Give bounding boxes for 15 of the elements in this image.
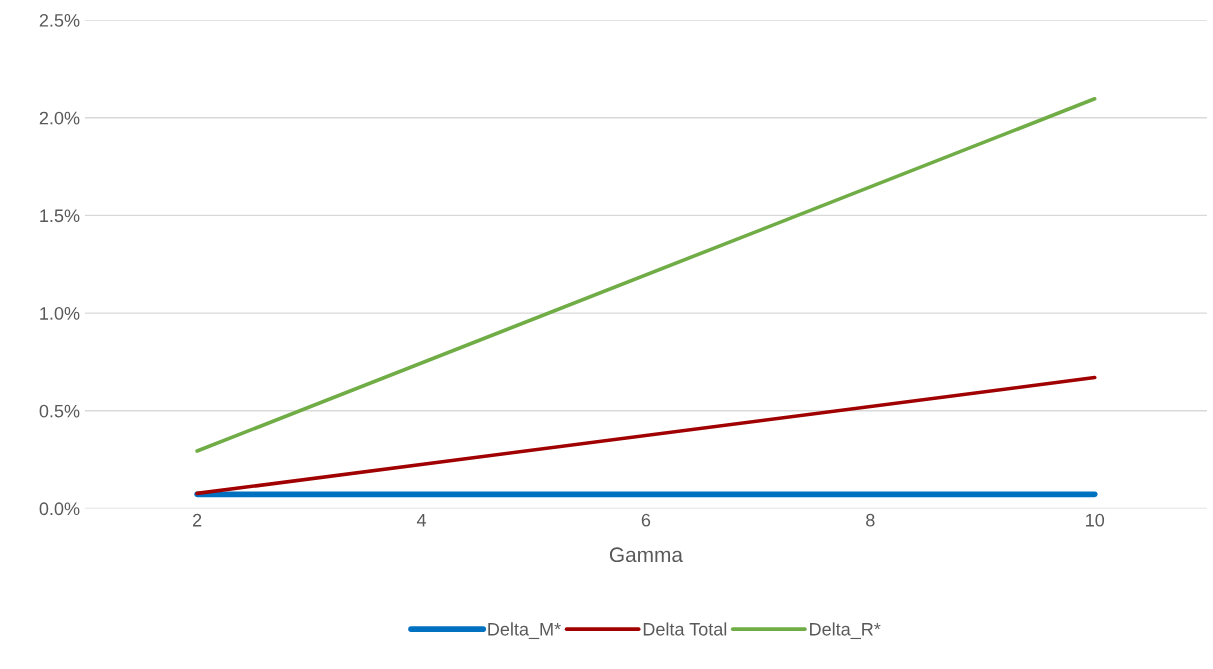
x-tick-label: 2 [193,513,202,527]
x-tick-label: 8 [866,513,875,527]
x-tick-label: 10 [1086,513,1105,527]
y-tick-label: 2.5% [39,14,80,27]
legend-label: Delta_M* [488,622,561,640]
y-tick-label: 1.5% [40,209,80,223]
y-tick-label: 0.5% [39,404,80,418]
x-tick-label: 6 [641,513,651,527]
x-axis-title: Gamma [609,547,683,563]
x-tick-label: 4 [416,513,427,527]
legend-label: Delta Total [643,622,727,636]
y-tick-label: 2.0% [39,111,80,125]
y-tick-label: 1.0% [40,307,80,320]
y-tick-label: 0.0% [39,502,80,516]
legend-label: Delta_R* [810,622,881,640]
